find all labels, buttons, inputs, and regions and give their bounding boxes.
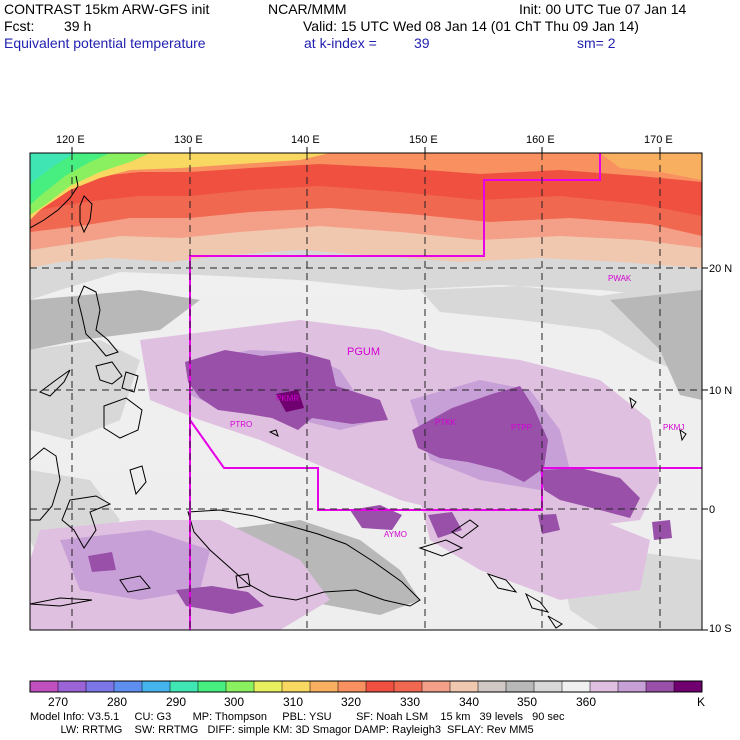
graticule xyxy=(30,153,702,630)
colorbar-swatch xyxy=(618,681,647,692)
colorbar-swatch xyxy=(226,681,255,692)
lat-label-10n: 10 N xyxy=(709,385,733,397)
lat-label-equator: 0 xyxy=(709,504,716,516)
colorbar-swatch xyxy=(450,681,479,692)
colorbar-swatch xyxy=(282,681,311,692)
colorbar-label-350: 350 xyxy=(517,695,538,709)
forecast-hour: 39 h xyxy=(64,18,92,34)
colorbar-swatch xyxy=(506,681,535,692)
colorbar-swatch xyxy=(590,681,619,692)
station-ptpp: PTPP xyxy=(511,423,532,432)
station-pkmj: PKMJ xyxy=(663,423,685,432)
colorbar-swatch xyxy=(366,681,395,692)
colorbar-swatch xyxy=(534,681,563,692)
smoothing-label: sm= 2 xyxy=(577,35,616,51)
station-ptkk: PTKK xyxy=(435,418,456,427)
colorbar-swatch xyxy=(394,681,423,692)
field-shading xyxy=(30,153,702,630)
lon-label-140e: 140 E xyxy=(291,134,320,146)
model-info-line-2: LW: RRTMG SW: RRTMG DIFF: simple KM: 3D … xyxy=(30,724,534,736)
colorbar-swatch xyxy=(58,681,87,692)
model-title: CONTRAST 15km ARW-GFS init xyxy=(4,1,210,17)
colorbar-swatch xyxy=(142,681,171,692)
level-value: 39 xyxy=(414,35,430,51)
colorbar-label-270: 270 xyxy=(48,695,69,709)
colorbar-label-300: 300 xyxy=(224,695,245,709)
forecast-label: Fcst: xyxy=(4,18,35,34)
colorbar-label-330: 330 xyxy=(400,695,421,709)
colorbar-label-320: 320 xyxy=(341,695,362,709)
colorbar-swatch xyxy=(674,681,703,692)
model-info-line-1: Model Info: V3.5.1 CU: G3 MP: Thompson P… xyxy=(30,711,565,723)
colorbar-swatch xyxy=(478,681,507,692)
colorbar-swatch xyxy=(422,681,451,692)
station-pwak: PWAK xyxy=(608,274,632,283)
level-label: at k-index = xyxy=(304,35,377,51)
lon-label-130e: 130 E xyxy=(174,134,203,146)
station-pgum: PGUM xyxy=(347,346,380,358)
coastlines xyxy=(30,175,687,629)
valid-time: Valid: 15 UTC Wed 08 Jan 14 (01 ChT Thu … xyxy=(303,18,639,34)
colorbar-label-360: 360 xyxy=(576,695,597,709)
lat-label-10s: 10 S xyxy=(709,623,732,635)
colorbar-swatch xyxy=(86,681,115,692)
station-ptro: PTRO xyxy=(230,420,253,429)
colorbar-swatch xyxy=(114,681,143,692)
organization-label: NCAR/MMM xyxy=(268,1,347,17)
colorbar-swatch xyxy=(562,681,591,692)
field-name: Equivalent potential temperature xyxy=(4,35,206,51)
lon-label-170e: 170 E xyxy=(644,134,673,146)
lon-label-160e: 160 E xyxy=(526,134,555,146)
colorbar-swatch xyxy=(170,681,199,692)
colorbar-label-340: 340 xyxy=(459,695,480,709)
lon-label-120e: 120 E xyxy=(56,134,85,146)
colorbar-swatch xyxy=(198,681,227,692)
init-time: Init: 00 UTC Tue 07 Jan 14 xyxy=(519,1,687,17)
colorbar-label-280: 280 xyxy=(107,695,128,709)
station-pkmr: PKMR xyxy=(276,394,300,403)
colorbar-unit: K xyxy=(697,695,706,709)
colorbar-swatch xyxy=(646,681,675,692)
colorbar xyxy=(29,680,703,693)
lon-label-150e: 150 E xyxy=(409,134,438,146)
colorbar-label-310: 310 xyxy=(283,695,304,709)
colorbar-label-290: 290 xyxy=(166,695,187,709)
colorbar-swatch xyxy=(254,681,283,692)
colorbar-swatch xyxy=(30,681,59,692)
station-aymo: AYMO xyxy=(384,530,407,539)
lat-label-20n: 20 N xyxy=(709,263,733,275)
colorbar-swatch xyxy=(310,681,339,692)
colorbar-swatch xyxy=(338,681,367,692)
